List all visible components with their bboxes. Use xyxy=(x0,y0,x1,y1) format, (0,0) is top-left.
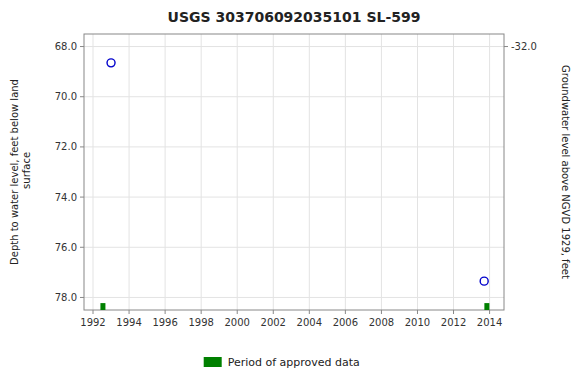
tick xyxy=(80,96,84,97)
tick xyxy=(381,310,382,314)
grid-line xyxy=(381,34,382,310)
approved-period-mark xyxy=(484,303,489,310)
plot-frame xyxy=(84,34,504,310)
tick-label: 1998 xyxy=(188,317,213,328)
legend: Period of approved data xyxy=(204,356,360,369)
tick-label: 70.0 xyxy=(55,91,77,102)
grid-line xyxy=(201,34,202,310)
tick-label: 2006 xyxy=(333,317,358,328)
tick-label: 1994 xyxy=(116,317,141,328)
tick-label: 78.0 xyxy=(55,292,77,303)
tick-label: 2010 xyxy=(405,317,430,328)
tick xyxy=(417,310,418,314)
tick-label: 2012 xyxy=(441,317,466,328)
axis-label: Depth to water level, feet below land su… xyxy=(9,79,32,265)
tick-label: 2008 xyxy=(369,317,394,328)
tick-label: 2014 xyxy=(477,317,502,328)
tick-label: 1992 xyxy=(80,317,105,328)
tick-label: -32.0 xyxy=(511,41,537,52)
tick xyxy=(80,297,84,298)
tick-label: 76.0 xyxy=(55,242,77,253)
background xyxy=(0,0,576,384)
chart: 1992 1994 1996 1998 2000 2002 2004 2006 2008 2010… xyxy=(0,0,576,384)
grid-line xyxy=(489,34,490,310)
tick-label: 2002 xyxy=(261,317,286,328)
grid-line xyxy=(417,34,418,310)
grid-line xyxy=(84,297,504,298)
tick xyxy=(201,310,202,314)
tick xyxy=(453,310,454,314)
tick xyxy=(489,310,490,314)
x-axis: 1992 1994 1996 1998 2000 2002 2004 2006 2008 2010… xyxy=(80,310,502,328)
y2-axis: -32.0 xyxy=(504,41,537,52)
tick xyxy=(80,197,84,198)
legend-swatch xyxy=(204,357,222,367)
tick xyxy=(80,247,84,248)
grid-line xyxy=(84,247,504,248)
tick-label: 1996 xyxy=(152,317,177,328)
approved-period-mark xyxy=(100,303,105,310)
tick xyxy=(80,46,84,47)
grid-line xyxy=(453,34,454,310)
grid-line xyxy=(84,197,504,198)
tick xyxy=(309,310,310,314)
grid xyxy=(84,34,504,310)
point xyxy=(480,277,488,285)
tick xyxy=(80,146,84,147)
tick xyxy=(273,310,274,314)
grid-line xyxy=(345,34,346,310)
grid-line xyxy=(237,34,238,310)
tick xyxy=(93,310,94,314)
legend-label: Period of approved data xyxy=(228,356,360,369)
tick xyxy=(345,310,346,314)
tick-label: 74.0 xyxy=(55,192,77,203)
title: USGS 303706092035101 SL-599 xyxy=(168,9,421,25)
grid-line xyxy=(84,146,504,147)
grid-line xyxy=(84,46,504,47)
tick xyxy=(165,310,166,314)
grid-line xyxy=(129,34,130,310)
axis-label-line: surface xyxy=(21,152,32,192)
grid-line xyxy=(165,34,166,310)
grid-line xyxy=(273,34,274,310)
grid-line xyxy=(309,34,310,310)
tick-label: 2000 xyxy=(224,317,249,328)
tick xyxy=(129,310,130,314)
tick xyxy=(237,310,238,314)
axis-label-line: Depth to water level, feet below land xyxy=(9,79,20,265)
tick-label: 2004 xyxy=(297,317,322,328)
data xyxy=(100,59,489,310)
tick-label: 72.0 xyxy=(55,141,77,152)
tick-label: 68.0 xyxy=(55,41,77,52)
tick xyxy=(504,46,508,47)
point xyxy=(107,59,115,67)
grid-line xyxy=(84,96,504,97)
axis-label: Groundwater level above NGVD 1929, feet xyxy=(560,65,571,279)
y-axis: 68.0 70.0 72.0 74.0 76.0 78.0 xyxy=(55,41,84,303)
grid-line xyxy=(93,34,94,310)
